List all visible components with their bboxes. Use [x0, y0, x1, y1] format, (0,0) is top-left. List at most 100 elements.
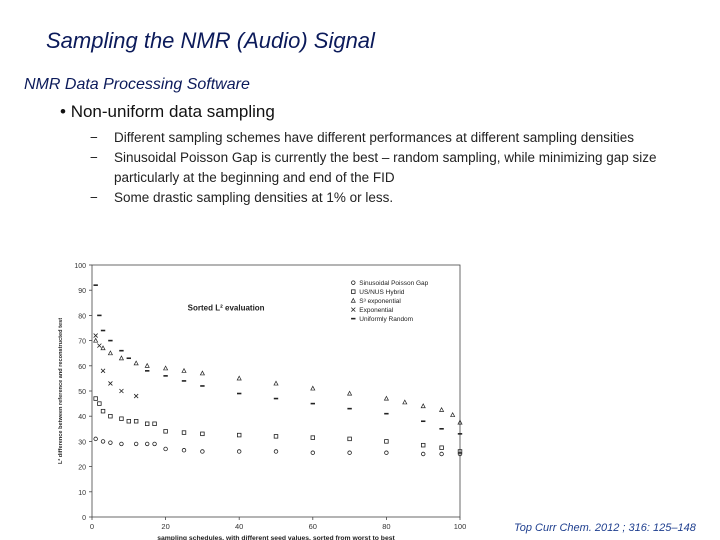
x-axis-label: sampling schedules, with different seed … — [157, 535, 395, 540]
y-tick-label: 70 — [78, 339, 86, 346]
main-bullet: • Non-uniform data sampling — [60, 102, 275, 122]
data-point — [273, 449, 279, 454]
data-point — [163, 429, 168, 434]
data-point — [347, 436, 352, 442]
legend-label: Uniformly Random — [359, 316, 413, 323]
y-tick-label: 20 — [78, 465, 86, 472]
y-axis-label: L² difference between reference and reco… — [57, 318, 64, 464]
citation: Top Curr Chem. 2012 ; 316: 125–148 — [514, 522, 696, 534]
data-point — [119, 416, 124, 421]
data-point — [384, 439, 389, 444]
data-point — [310, 435, 315, 440]
legend-marker — [350, 307, 356, 312]
data-point — [93, 436, 98, 442]
data-point — [93, 337, 99, 343]
data-point — [118, 355, 125, 361]
dash-marker: − — [90, 150, 98, 165]
sub-bullet-text: Sinusoidal Poisson Gap is currently the … — [114, 150, 657, 185]
data-point — [199, 370, 205, 376]
legend-label: Sinusoidal Poisson Gap — [359, 280, 428, 287]
data-point — [420, 403, 426, 409]
sub-bullet: − Different sampling schemes have differe… — [90, 128, 700, 148]
data-point — [439, 451, 444, 457]
bullet-marker: • — [60, 102, 66, 121]
data-point — [420, 442, 426, 448]
data-point — [181, 430, 187, 435]
y-tick-label: 0 — [82, 515, 86, 522]
legend-marker — [350, 297, 356, 303]
data-point — [133, 360, 139, 366]
data-point — [236, 432, 242, 438]
data-point — [144, 441, 150, 447]
data-point — [163, 446, 168, 452]
chart-container: 0 10 20 30 40 50 60 70 80 90 100 0 20 40 60 80 100 sampli… — [50, 255, 490, 540]
data-point — [108, 413, 113, 419]
data-point — [439, 406, 445, 412]
x-tick-label: 40 — [235, 522, 243, 531]
legend-label: Exponential — [359, 307, 394, 314]
data-point — [119, 441, 124, 447]
data-point — [119, 388, 124, 394]
data-point — [347, 390, 353, 396]
data-point — [100, 345, 106, 351]
x-tick-label: 80 — [382, 522, 390, 531]
plot-area — [91, 264, 461, 518]
sub-bullet-text: Different sampling schemes have differen… — [114, 130, 635, 145]
data-point — [152, 421, 157, 426]
x-tick-label: 60 — [309, 522, 317, 531]
sub-bullet-list: − Different sampling schemes have differe… — [90, 128, 700, 208]
y-tick-label: 100 — [74, 263, 86, 270]
data-point — [100, 439, 106, 444]
data-point — [457, 451, 463, 457]
data-point — [384, 450, 389, 455]
sub-bullet-text: Some drastic sampling densities at 1% or… — [114, 190, 394, 205]
data-point — [450, 411, 456, 417]
data-point — [133, 393, 139, 399]
data-point — [97, 343, 102, 348]
legend-label: US/NUS Hybrid — [359, 289, 405, 296]
data-point — [457, 449, 463, 454]
data-point — [100, 408, 106, 414]
data-point — [402, 399, 408, 405]
data-point — [181, 367, 187, 373]
data-point — [200, 449, 205, 454]
x-tick-label: 100 — [454, 522, 467, 531]
data-point — [310, 450, 315, 455]
data-point — [181, 448, 187, 453]
y-tick-label: 80 — [78, 313, 86, 320]
slide-title: Sampling the NMR (Audio) Signal — [46, 28, 375, 53]
dash-marker: − — [90, 190, 98, 205]
data-point — [163, 365, 169, 371]
data-point — [108, 440, 113, 445]
chart-title: Sorted L² evaluation — [188, 303, 265, 312]
data-point — [133, 441, 139, 447]
data-point — [273, 434, 279, 439]
data-point — [236, 375, 242, 381]
data-point — [310, 385, 316, 391]
data-point — [100, 368, 106, 374]
y-tick-label: 60 — [78, 364, 86, 371]
data-point — [97, 401, 102, 406]
main-bullet-text: Non-uniform data sampling — [70, 102, 275, 121]
y-tick-label: 10 — [78, 490, 86, 497]
data-point — [152, 441, 157, 447]
data-point — [93, 333, 98, 338]
data-point — [107, 350, 113, 356]
data-point — [108, 381, 113, 386]
legend-label: S³ exponential — [359, 298, 401, 305]
data-point — [126, 419, 131, 424]
data-point — [457, 419, 463, 425]
data-point — [144, 362, 150, 368]
y-tick-label: 50 — [78, 389, 86, 396]
sub-bullet: − Sinusoidal Poisson Gap is currently the… — [90, 148, 700, 188]
data-point — [439, 445, 444, 450]
data-point — [421, 451, 426, 457]
legend-marker — [351, 289, 356, 294]
data-point — [273, 380, 279, 386]
data-point — [93, 396, 98, 401]
y-tick-label: 40 — [78, 414, 86, 421]
slide-subtitle: NMR Data Processing Software — [24, 76, 250, 93]
legend-marker — [351, 280, 356, 285]
data-point — [145, 421, 150, 426]
data-point — [200, 431, 205, 437]
